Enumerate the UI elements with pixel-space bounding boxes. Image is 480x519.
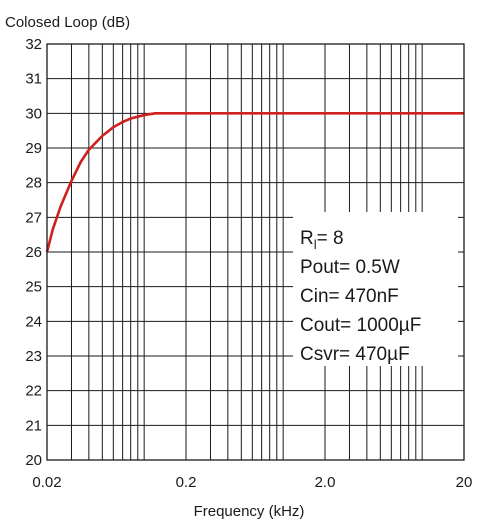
x-tick-label: 20 [456,474,473,491]
y-tick-labels: 20 21 22 23 24 25 26 27 28 29 30 31 32 [25,36,42,469]
series-line [45,112,464,253]
x-tick-label: 0.2 [176,474,197,491]
y-tick-label: 29 [25,140,42,157]
y-tick-label: 28 [25,175,42,192]
x-tick-label: 0.02 [32,474,61,491]
legend-line: Rl= 8 [300,228,344,252]
x-tick-label: 2.0 [315,474,336,491]
legend-background [293,212,458,366]
y-tick-label: 26 [25,244,42,261]
y-tick-label: 30 [25,105,42,122]
y-tick-label: 24 [25,313,42,330]
y-tick-label: 23 [25,348,42,365]
y-tick-label: 27 [25,209,42,226]
legend-line: Cin= 470nF [300,286,399,307]
x-tick-labels: 0.02 0.2 2.0 20 [32,474,472,491]
y-tick-label: 31 [25,71,42,88]
plot-frame [46,43,465,461]
y-axis-title: Colosed Loop (dB) [5,14,130,31]
y-tick-label: 25 [25,279,42,296]
series-layer [45,112,464,253]
legend-line: Pout= 0.5W [300,257,400,278]
legend-box: Rl= 8 Pout= 0.5W Cin= 470nF Cout= 1000µF Csv… [293,212,458,366]
y-tick-label: 22 [25,383,42,400]
y-tick-label: 32 [25,36,42,53]
legend-line: Csvr= 470µF [300,344,410,365]
x-axis-title: Frequency (kHz) [194,503,305,519]
legend-text: Rl= 8 Pout= 0.5W Cin= 470nF Cout= 1000µF Csv… [300,228,421,365]
y-tick-label: 21 [25,417,42,434]
y-tick-label: 20 [25,452,42,469]
legend-line: Cout= 1000µF [300,315,421,336]
